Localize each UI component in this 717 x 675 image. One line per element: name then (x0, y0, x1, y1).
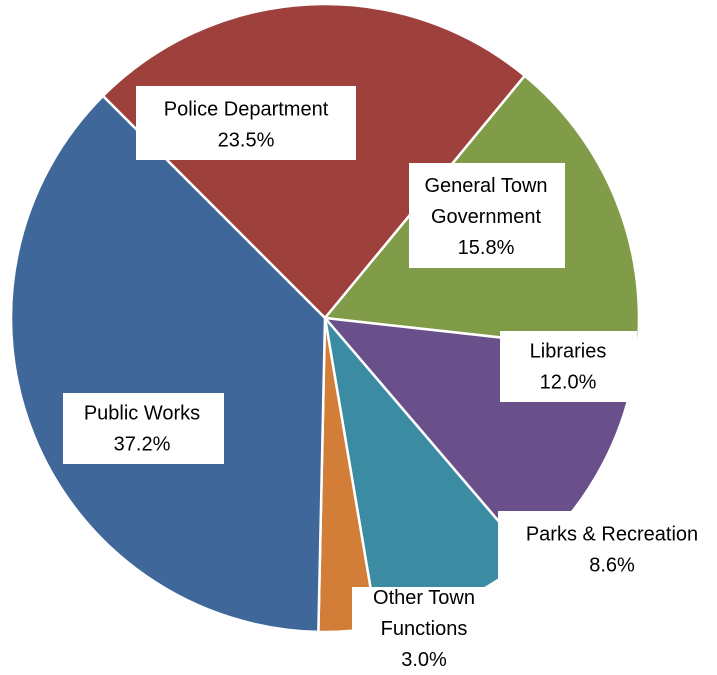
pie-slice-public-works (9, 94, 327, 634)
data-label-box (352, 587, 497, 675)
data-label-box (63, 393, 224, 464)
data-label-value: 8.6% (589, 555, 635, 577)
data-label-value: 12.0% (540, 372, 597, 394)
data-label-category: Government (431, 206, 541, 228)
data-label-other-town-functions: Other Town Functions 3.0% (352, 587, 497, 675)
data-label-box (498, 511, 717, 586)
data-label-box (500, 331, 637, 402)
data-label-category: Public Works (84, 403, 200, 425)
data-label-general-town-government: General Town Government 15.8% (409, 163, 565, 268)
data-label-value: 37.2% (114, 434, 171, 456)
data-label-category: Police Department (164, 99, 329, 121)
data-label-category: Other Town (373, 587, 475, 609)
data-label-public-works: Public Works 37.2% (63, 393, 224, 464)
data-label-category: Parks & Recreation (526, 524, 698, 546)
data-label-box (136, 86, 356, 160)
data-label-value: 23.5% (218, 130, 275, 152)
data-label-category: General Town (424, 175, 547, 197)
data-label-parks-and-recreation: Parks & Recreation 8.6% (498, 511, 717, 586)
data-labels: Police Department 23.5% General Town Govern… (63, 86, 717, 675)
data-label-category: Functions (381, 618, 468, 640)
data-label-value: 15.8% (458, 237, 515, 259)
pie-slice-police-department (101, 2, 527, 320)
data-label-category: Libraries (530, 341, 607, 363)
data-label-box (409, 163, 565, 268)
data-label-libraries: Libraries 12.0% (500, 331, 637, 402)
data-label-value: 3.0% (401, 649, 447, 671)
data-label-police-department: Police Department 23.5% (136, 86, 356, 160)
